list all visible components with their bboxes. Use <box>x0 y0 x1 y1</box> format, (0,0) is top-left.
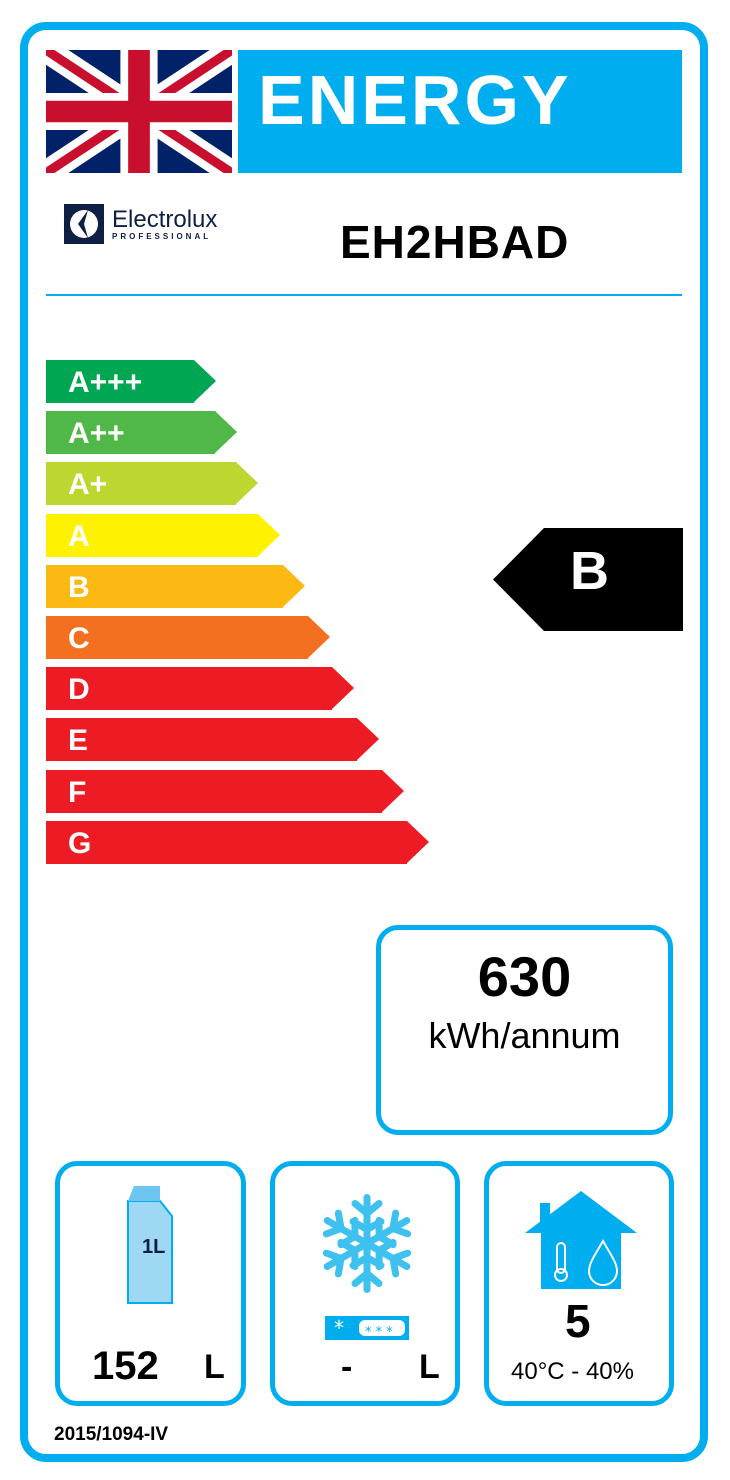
chilled-value: 152 <box>92 1344 159 1388</box>
frozen-unit: L <box>419 1348 440 1386</box>
climate-conditions: 40°C - 40% <box>511 1358 634 1385</box>
brand-name: Electrolux <box>112 205 218 233</box>
snowflake-icon <box>317 1194 417 1296</box>
climate-class: 5 <box>565 1295 591 1347</box>
milk-carton-icon: 1L <box>127 1186 173 1304</box>
model-number: EH2HBAD <box>340 216 570 268</box>
electrolux-logo-icon <box>64 204 104 244</box>
scale-bar-E: E <box>46 718 379 762</box>
divider <box>46 294 682 296</box>
scale-label: F <box>68 775 87 809</box>
scale-bar-C: C <box>46 616 330 659</box>
scale-label: A+++ <box>68 366 143 399</box>
rating-class: B <box>570 541 609 601</box>
scale-bar-B: B <box>46 564 305 608</box>
scale-bar-G: G <box>46 820 429 864</box>
consumption-unit: kWh/annum <box>428 1015 621 1056</box>
chilled-volume-box: 1L 152 L <box>55 1161 246 1406</box>
label-frame <box>20 22 708 1462</box>
scale-bar-A: A <box>46 513 280 557</box>
chilled-unit: L <box>204 1348 225 1386</box>
scale-label: A <box>68 519 90 553</box>
scale-label: C <box>68 622 90 655</box>
scale-label: E <box>68 724 89 758</box>
regulation-reference: 2015/1094-IV <box>54 1424 169 1445</box>
freezer-star-icon: * * * * <box>325 1316 409 1340</box>
consumption-value: 630 <box>477 945 572 1008</box>
scale-bar-F: F <box>46 769 404 813</box>
rating-arrow <box>493 528 683 631</box>
carton-label: 1L <box>142 1236 165 1258</box>
scale-bar-D: D <box>46 667 354 711</box>
house-climate-icon <box>525 1191 637 1289</box>
scale-bar-A++: A++ <box>46 411 237 455</box>
scale-label: A++ <box>68 417 125 451</box>
svg-text:*: * <box>334 1316 344 1340</box>
scale-label: G <box>68 826 92 860</box>
scale-label: A+ <box>68 468 108 502</box>
scale-label: B <box>68 570 90 604</box>
svg-text:* * *: * * * <box>365 1325 393 1340</box>
energy-banner: ENERGY <box>238 50 682 173</box>
frozen-volume-box: * * * * - L <box>270 1161 460 1406</box>
brand-sub: PROFESSIONAL <box>112 231 212 241</box>
scale-label: D <box>68 673 90 707</box>
scale-bar-A+: A+ <box>46 462 258 506</box>
frozen-value: - <box>341 1348 353 1386</box>
consumption-box: 630 kWh/annum <box>376 925 673 1135</box>
scale-bar-A+++: A+++ <box>46 360 216 403</box>
united-kingdom-flag-icon <box>46 50 232 173</box>
brand-logo: Electrolux PROFESSIONAL <box>64 204 217 244</box>
climate-class-box: 5 40°C - 40% <box>484 1161 674 1406</box>
